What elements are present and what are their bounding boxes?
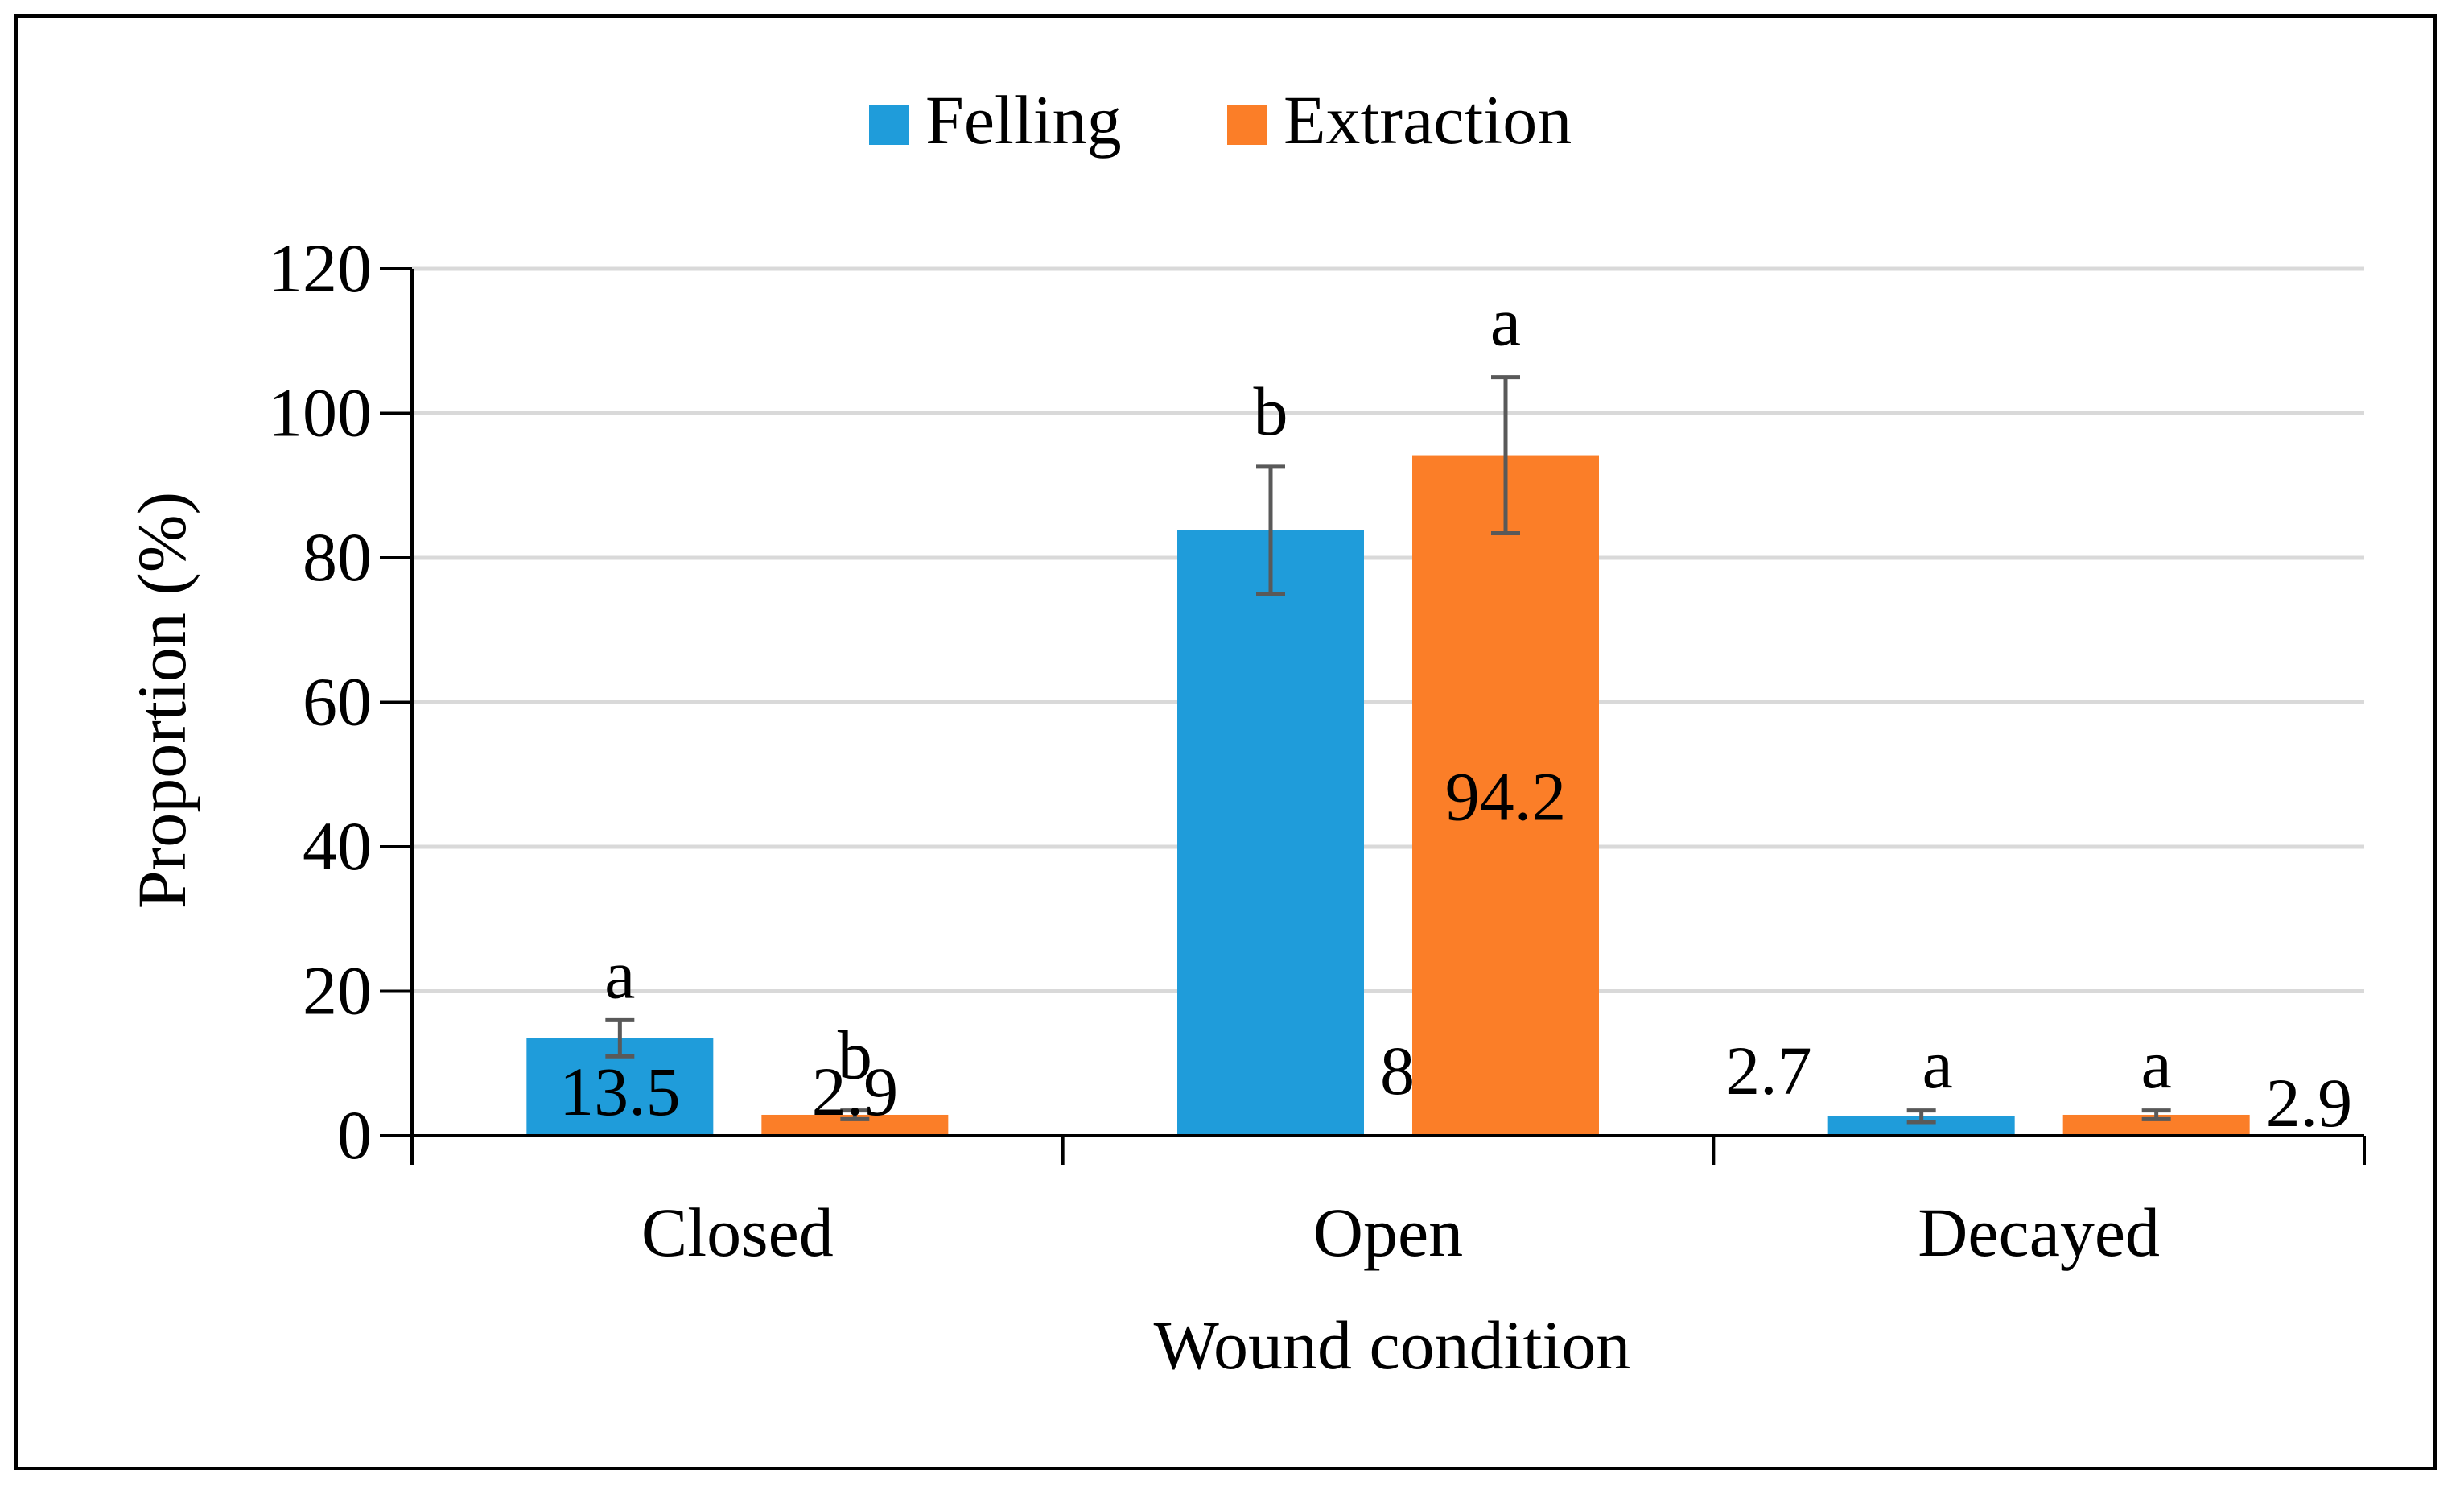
y-tick-label: 80	[303, 518, 372, 596]
legend-swatch-extraction	[1227, 105, 1267, 145]
value-label: 2.7	[1725, 1032, 1812, 1109]
y-tick-label: 100	[268, 374, 372, 452]
legend-swatch-felling	[869, 105, 909, 145]
significance-letter: b	[838, 1017, 872, 1094]
significance-letter: a	[1490, 283, 1521, 361]
bar-extraction-open	[1412, 455, 1599, 1136]
significance-letter: a	[2141, 1025, 2172, 1103]
value-label: 94.2	[1445, 757, 1567, 835]
bar-felling-open	[1177, 530, 1364, 1136]
figure-border	[14, 14, 2437, 1470]
value-label: 13.5	[559, 1053, 681, 1130]
y-tick-label: 40	[303, 807, 372, 885]
significance-letter: a	[604, 935, 635, 1013]
significance-letter: a	[1922, 1025, 1953, 1103]
y-tick-label: 120	[268, 229, 372, 307]
x-tick-label: Closed	[641, 1194, 834, 1271]
x-axis-title: Wound condition	[1154, 1306, 1631, 1384]
legend: Felling Extraction	[869, 81, 1572, 159]
y-axis: 0 20 40 60 80 100 120	[268, 229, 414, 1174]
y-tick-label: 0	[337, 1096, 372, 1174]
y-tick-label: 20	[303, 952, 372, 1030]
x-tick-label: Decayed	[1918, 1194, 2160, 1271]
value-label: 2.9	[812, 1053, 899, 1130]
legend-label-extraction: Extraction	[1284, 81, 1572, 159]
value-label: 2.9	[2266, 1064, 2353, 1141]
y-tick-label: 60	[303, 663, 372, 741]
x-axis: Closed Open Decayed	[410, 1134, 2366, 1271]
y-axis-title: Proportion (%)	[123, 492, 200, 909]
x-tick-label: Open	[1313, 1194, 1463, 1271]
gridlines	[412, 266, 2364, 993]
legend-label-felling: Felling	[925, 81, 1122, 159]
significance-letter: b	[1254, 373, 1288, 450]
